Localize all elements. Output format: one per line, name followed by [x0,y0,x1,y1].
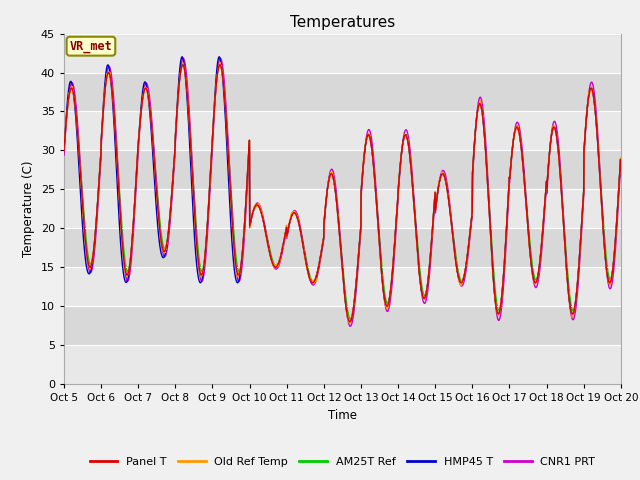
Old Ref Temp [505,189,513,194]
HMP45 T [359,166,367,172]
CNR1 PRT [568,315,576,321]
Bar [64,228,621,267]
Old Ref Temp [568,310,576,316]
AM25T Ref [179,62,187,68]
CNR1 PRT [60,152,68,158]
AM25T Ref [617,168,625,174]
Old Ref Temp [179,60,186,65]
Panel T [346,319,353,324]
AM25T Ref [216,62,223,68]
Panel T [179,62,187,68]
Panel T [216,62,223,68]
Bar [64,111,621,150]
Bar [64,150,621,189]
Old Ref Temp [584,102,591,108]
Bar [64,34,621,72]
Old Ref Temp [60,146,68,152]
AM25T Ref [584,103,591,108]
Panel T [359,166,367,172]
Bar [64,306,621,345]
Old Ref Temp [371,181,379,187]
Line: Old Ref Temp: Old Ref Temp [64,62,621,323]
HMP45 T [584,103,591,108]
HMP45 T [346,319,353,324]
Y-axis label: Temperature (C): Temperature (C) [22,160,35,257]
HMP45 T [505,188,513,193]
CNR1 PRT [371,172,379,178]
Panel T [505,188,513,193]
Panel T [371,180,379,186]
Old Ref Temp [617,167,625,173]
CNR1 PRT [617,173,625,179]
Text: VR_met: VR_met [70,40,112,53]
HMP45 T [60,146,68,152]
Panel T [60,147,68,153]
CNR1 PRT [216,55,224,61]
Old Ref Temp [346,320,353,326]
Bar [64,345,621,384]
Line: HMP45 T: HMP45 T [64,57,621,322]
Bar [64,267,621,306]
CNR1 PRT [359,169,367,175]
AM25T Ref [346,316,354,322]
HMP45 T [371,180,379,186]
AM25T Ref [359,166,367,172]
AM25T Ref [371,178,379,184]
CNR1 PRT [216,57,223,63]
Old Ref Temp [359,167,367,172]
CNR1 PRT [346,324,354,329]
Line: Panel T: Panel T [64,65,621,322]
Panel T [568,311,576,316]
CNR1 PRT [584,102,591,108]
Panel T [584,103,591,108]
HMP45 T [617,168,625,174]
AM25T Ref [505,188,513,193]
Bar [64,72,621,111]
Legend: Panel T, Old Ref Temp, AM25T Ref, HMP45 T, CNR1 PRT: Panel T, Old Ref Temp, AM25T Ref, HMP45 … [85,453,600,471]
HMP45 T [179,54,186,60]
Line: CNR1 PRT: CNR1 PRT [64,58,621,326]
X-axis label: Time: Time [328,408,357,421]
Bar [64,0,621,34]
Line: AM25T Ref: AM25T Ref [64,65,621,319]
CNR1 PRT [505,195,513,201]
Panel T [617,168,625,174]
AM25T Ref [60,147,68,153]
Bar [64,189,621,228]
Old Ref Temp [216,60,223,66]
HMP45 T [216,54,223,60]
HMP45 T [568,311,576,316]
Title: Temperatures: Temperatures [290,15,395,30]
AM25T Ref [568,306,576,312]
